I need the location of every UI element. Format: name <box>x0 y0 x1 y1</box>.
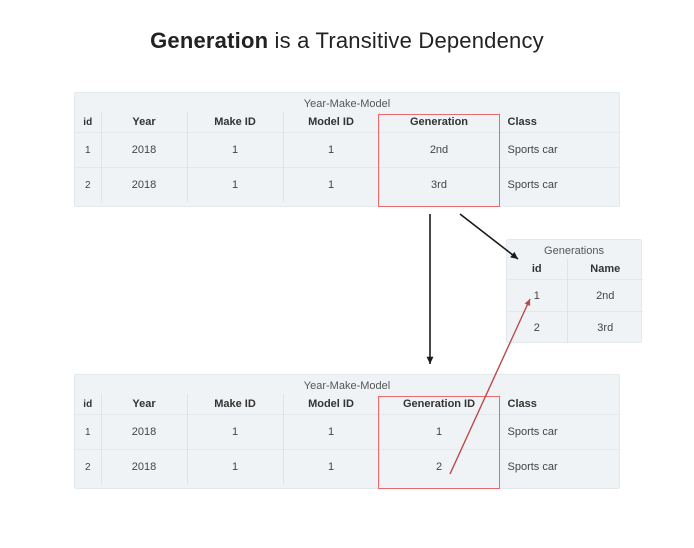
cell: 3rd <box>379 168 499 202</box>
table-year-make-model-bottom: Year-Make-Model id Year Make ID Model ID… <box>74 374 620 489</box>
table-row: 1 2018 1 1 1 Sports car <box>75 415 619 450</box>
col-year: Year <box>101 112 187 133</box>
table-header-row: id Year Make ID Model ID Generation ID C… <box>75 394 619 415</box>
cell: Sports car <box>499 450 619 484</box>
table-header-row: id Name <box>507 259 643 280</box>
table-header-row: id Year Make ID Model ID Generation Clas… <box>75 112 619 133</box>
col-class: Class <box>499 112 619 133</box>
col-model-id: Model ID <box>283 394 379 415</box>
page-title: Generation is a Transitive Dependency <box>0 28 694 54</box>
cell: 2 <box>75 450 101 484</box>
cell: 1 <box>507 280 567 312</box>
table-row: 2 2018 1 1 3rd Sports car <box>75 168 619 202</box>
col-id: id <box>75 394 101 415</box>
cell: 2nd <box>379 133 499 168</box>
data-table: id Year Make ID Model ID Generation ID C… <box>75 394 619 484</box>
table-year-make-model-top: Year-Make-Model id Year Make ID Model ID… <box>74 92 620 207</box>
col-id: id <box>75 112 101 133</box>
cell: Sports car <box>499 133 619 168</box>
cell: 1 <box>283 133 379 168</box>
cell: 2 <box>75 168 101 202</box>
title-rest: is a Transitive Dependency <box>268 28 544 53</box>
table-row: 1 2nd <box>507 280 643 312</box>
table-caption: Generations <box>507 240 641 259</box>
col-name: Name <box>567 259 643 280</box>
table-caption: Year-Make-Model <box>75 93 619 112</box>
col-generation-id: Generation ID <box>379 394 499 415</box>
cell: 2018 <box>101 133 187 168</box>
cell: 2018 <box>101 415 187 450</box>
cell: 1 <box>187 133 283 168</box>
cell: Sports car <box>499 168 619 202</box>
cell: 2 <box>507 312 567 343</box>
data-table: id Year Make ID Model ID Generation Clas… <box>75 112 619 202</box>
cell: 1 <box>283 450 379 484</box>
cell: 1 <box>379 415 499 450</box>
cell: 1 <box>75 133 101 168</box>
table-caption: Year-Make-Model <box>75 375 619 394</box>
col-year: Year <box>101 394 187 415</box>
cell: 2018 <box>101 168 187 202</box>
table-row: 2 3rd <box>507 312 643 343</box>
cell: 1 <box>187 415 283 450</box>
table-row: 1 2018 1 1 2nd Sports car <box>75 133 619 168</box>
cell: 1 <box>75 415 101 450</box>
col-class: Class <box>499 394 619 415</box>
col-generation: Generation <box>379 112 499 133</box>
col-make-id: Make ID <box>187 394 283 415</box>
diagram-stage: Year-Make-Model id Year Make ID Model ID… <box>0 54 694 514</box>
cell: 1 <box>187 168 283 202</box>
col-model-id: Model ID <box>283 112 379 133</box>
cell: 1 <box>187 450 283 484</box>
cell: 2nd <box>567 280 643 312</box>
title-emphasis: Generation <box>150 28 268 53</box>
cell: 1 <box>283 168 379 202</box>
cell: 2 <box>379 450 499 484</box>
data-table: id Name 1 2nd 2 3rd <box>507 259 643 343</box>
table-row: 2 2018 1 1 2 Sports car <box>75 450 619 484</box>
col-id: id <box>507 259 567 280</box>
cell: 1 <box>283 415 379 450</box>
cell: 2018 <box>101 450 187 484</box>
cell: 3rd <box>567 312 643 343</box>
cell: Sports car <box>499 415 619 450</box>
table-generations: Generations id Name 1 2nd 2 3rd <box>506 239 642 343</box>
col-make-id: Make ID <box>187 112 283 133</box>
